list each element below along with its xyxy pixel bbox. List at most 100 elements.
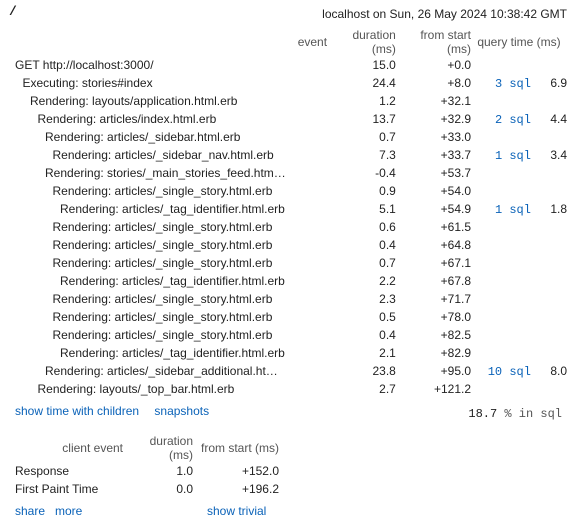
- timing-row-sql-time: [531, 218, 567, 236]
- timing-row-from-start: +0.0: [447, 58, 472, 72]
- timing-row-duration: 1.2: [379, 94, 396, 108]
- sql-queries-link[interactable]: 1 sql: [494, 202, 531, 217]
- sql-queries-link[interactable]: 2 sql: [494, 112, 531, 127]
- timing-row-duration: 2.2: [379, 274, 396, 288]
- timing-row-duration: 24.4: [372, 76, 396, 90]
- sql-queries-link[interactable]: 3 sql: [494, 76, 531, 91]
- query-time-column-header: query time (ms): [477, 35, 561, 49]
- timing-row-from-start: +82.5: [440, 328, 472, 342]
- sql-percentage-value: 18.7: [468, 407, 498, 421]
- timing-row-from-start: +33.7: [440, 148, 472, 162]
- timing-row-sql-time: [531, 56, 567, 74]
- timing-row-from-start: +67.1: [440, 256, 472, 270]
- sql-queries-link[interactable]: 1 sql: [494, 148, 531, 163]
- timing-row-label: Rendering: articles/_sidebar.html.erb: [45, 130, 241, 144]
- timing-row-sql-cell: 3 sql: [471, 74, 531, 92]
- timing-row-duration: 2.1: [379, 346, 396, 360]
- timing-row-label: Rendering: articles/_sidebar_additional.…: [45, 364, 278, 378]
- client-row-first-paint: First Paint Time 0.0 +196.2: [15, 480, 279, 498]
- timing-row-label: Rendering: stories/_main_stories_feed.ht…: [45, 166, 286, 180]
- timing-row-label: Rendering: layouts/_top_bar.html.erb: [37, 382, 235, 396]
- timing-row-label: GET http://localhost:3000/: [15, 58, 154, 72]
- timing-row-duration: 2.7: [379, 382, 396, 396]
- timing-row-duration: -0.4: [375, 166, 396, 180]
- timing-row-from-start: +82.9: [440, 346, 472, 360]
- snapshots-link[interactable]: snapshots: [154, 404, 210, 418]
- timing-row: Rendering: articles/_single_story.html.e…: [9, 236, 567, 254]
- timing-row-from-start: +67.8: [440, 274, 472, 288]
- timing-row-sql-cell: 10 sql: [471, 362, 531, 380]
- timing-row-from-start: +33.0: [440, 130, 472, 144]
- timing-row-label: Rendering: articles/_single_story.html.e…: [52, 238, 273, 252]
- timing-row-from-start: +8.0: [447, 76, 472, 90]
- show-time-with-children-link[interactable]: show time with children: [15, 404, 140, 418]
- timing-row-from-start: +71.7: [440, 292, 472, 306]
- timing-row-duration: 0.7: [379, 256, 396, 270]
- client-event-label: First Paint Time: [15, 482, 99, 496]
- show-trivial-link[interactable]: show trivial: [207, 504, 267, 518]
- sql-queries-link[interactable]: 10 sql: [487, 364, 531, 379]
- timing-row: Rendering: articles/_single_story.html.e…: [9, 182, 567, 200]
- duration-column-header: duration (ms): [352, 28, 396, 56]
- timing-row-sql-time: [531, 290, 567, 308]
- client-event-start: +152.0: [241, 464, 279, 478]
- client-from-start-header: from start (ms): [201, 441, 279, 455]
- timing-row-label: Rendering: articles/index.html.erb: [37, 112, 217, 126]
- timing-row-label: Executing: stories#index: [22, 76, 153, 90]
- client-event-duration: 1.0: [176, 464, 193, 478]
- timing-row: Rendering: articles/_sidebar_nav.html.er…: [9, 146, 568, 164]
- timing-row-duration: 13.7: [372, 112, 396, 126]
- timing-row: Rendering: articles/_single_story.html.e…: [9, 218, 567, 236]
- timing-row-sql-time: 8.0: [550, 364, 567, 378]
- timing-row-sql-cell: [471, 290, 531, 308]
- timing-row-sql-cell: [471, 92, 531, 110]
- timing-row-sql-cell: [471, 272, 531, 290]
- host-timestamp: localhost on Sun, 26 May 2024 10:38:42 G…: [322, 7, 567, 21]
- timing-row-label: Rendering: articles/_tag_identifier.html…: [60, 202, 285, 216]
- timing-row-sql-cell: [471, 380, 531, 398]
- timing-row-sql-time: 1.8: [550, 202, 567, 216]
- timing-row-duration: 0.6: [379, 220, 396, 234]
- timing-row-from-start: +53.7: [440, 166, 472, 180]
- timing-row-sql-time: 4.4: [550, 112, 567, 126]
- timing-row-sql-cell: [471, 344, 531, 362]
- timing-row-sql-time: [531, 308, 567, 326]
- timing-row-label: Rendering: articles/_sidebar_nav.html.er…: [52, 148, 274, 162]
- timing-row: Rendering: layouts/_top_bar.html.erb 2.7 +…: [9, 380, 567, 398]
- timing-row-label: Rendering: articles/_single_story.html.e…: [52, 256, 273, 270]
- share-link[interactable]: share: [15, 504, 46, 518]
- timing-row-sql-cell: 2 sql: [471, 110, 531, 128]
- timing-row-label: Rendering: articles/_single_story.html.e…: [52, 310, 273, 324]
- timing-row-sql-cell: 1 sql: [471, 146, 531, 164]
- timing-row-duration: 0.7: [379, 130, 396, 144]
- timing-row-sql-time: [531, 236, 567, 254]
- client-row-response: Response 1.0 +152.0: [15, 462, 279, 480]
- timing-row-duration: 0.5: [379, 310, 396, 324]
- timing-row-sql-time: 3.4: [550, 148, 567, 162]
- timing-row: Rendering: articles/_single_story.html.e…: [9, 254, 567, 272]
- client-event-label: Response: [15, 464, 70, 478]
- timing-row: Rendering: articles/_sidebar_additional.…: [9, 362, 567, 380]
- client-event-duration: 0.0: [176, 482, 193, 496]
- timing-row-sql-time: [531, 164, 567, 182]
- timing-row: Rendering: articles/_sidebar.html.erb 0.7…: [9, 128, 567, 146]
- timing-row: Rendering: layouts/application.html.erb 1…: [9, 92, 567, 110]
- timing-row-from-start: +61.5: [440, 220, 472, 234]
- sql-percentage: 18.7 % in sql: [468, 407, 562, 421]
- timing-row-duration: 0.4: [379, 238, 396, 252]
- timing-row-from-start: +54.0: [440, 184, 472, 198]
- timing-row-sql-time: [531, 380, 567, 398]
- timing-row-from-start: +32.9: [440, 112, 472, 126]
- timing-row: GET http://localhost:3000/15.0 +0.0: [9, 56, 567, 74]
- timing-row-sql-cell: [471, 236, 531, 254]
- timing-row: Rendering: articles/_single_story.html.e…: [9, 308, 567, 326]
- more-link[interactable]: more: [55, 504, 83, 518]
- timing-row-duration: 5.1: [379, 202, 396, 216]
- timing-row-sql-cell: [471, 182, 531, 200]
- timing-row-from-start: +32.1: [440, 94, 472, 108]
- timing-row: Rendering: stories/_main_stories_feed.ht…: [9, 164, 567, 182]
- timing-row-sql-cell: [471, 164, 531, 182]
- timing-row-duration: 2.3: [379, 292, 396, 306]
- timing-row-sql-time: [531, 92, 567, 110]
- timing-row-sql-time: [531, 326, 567, 344]
